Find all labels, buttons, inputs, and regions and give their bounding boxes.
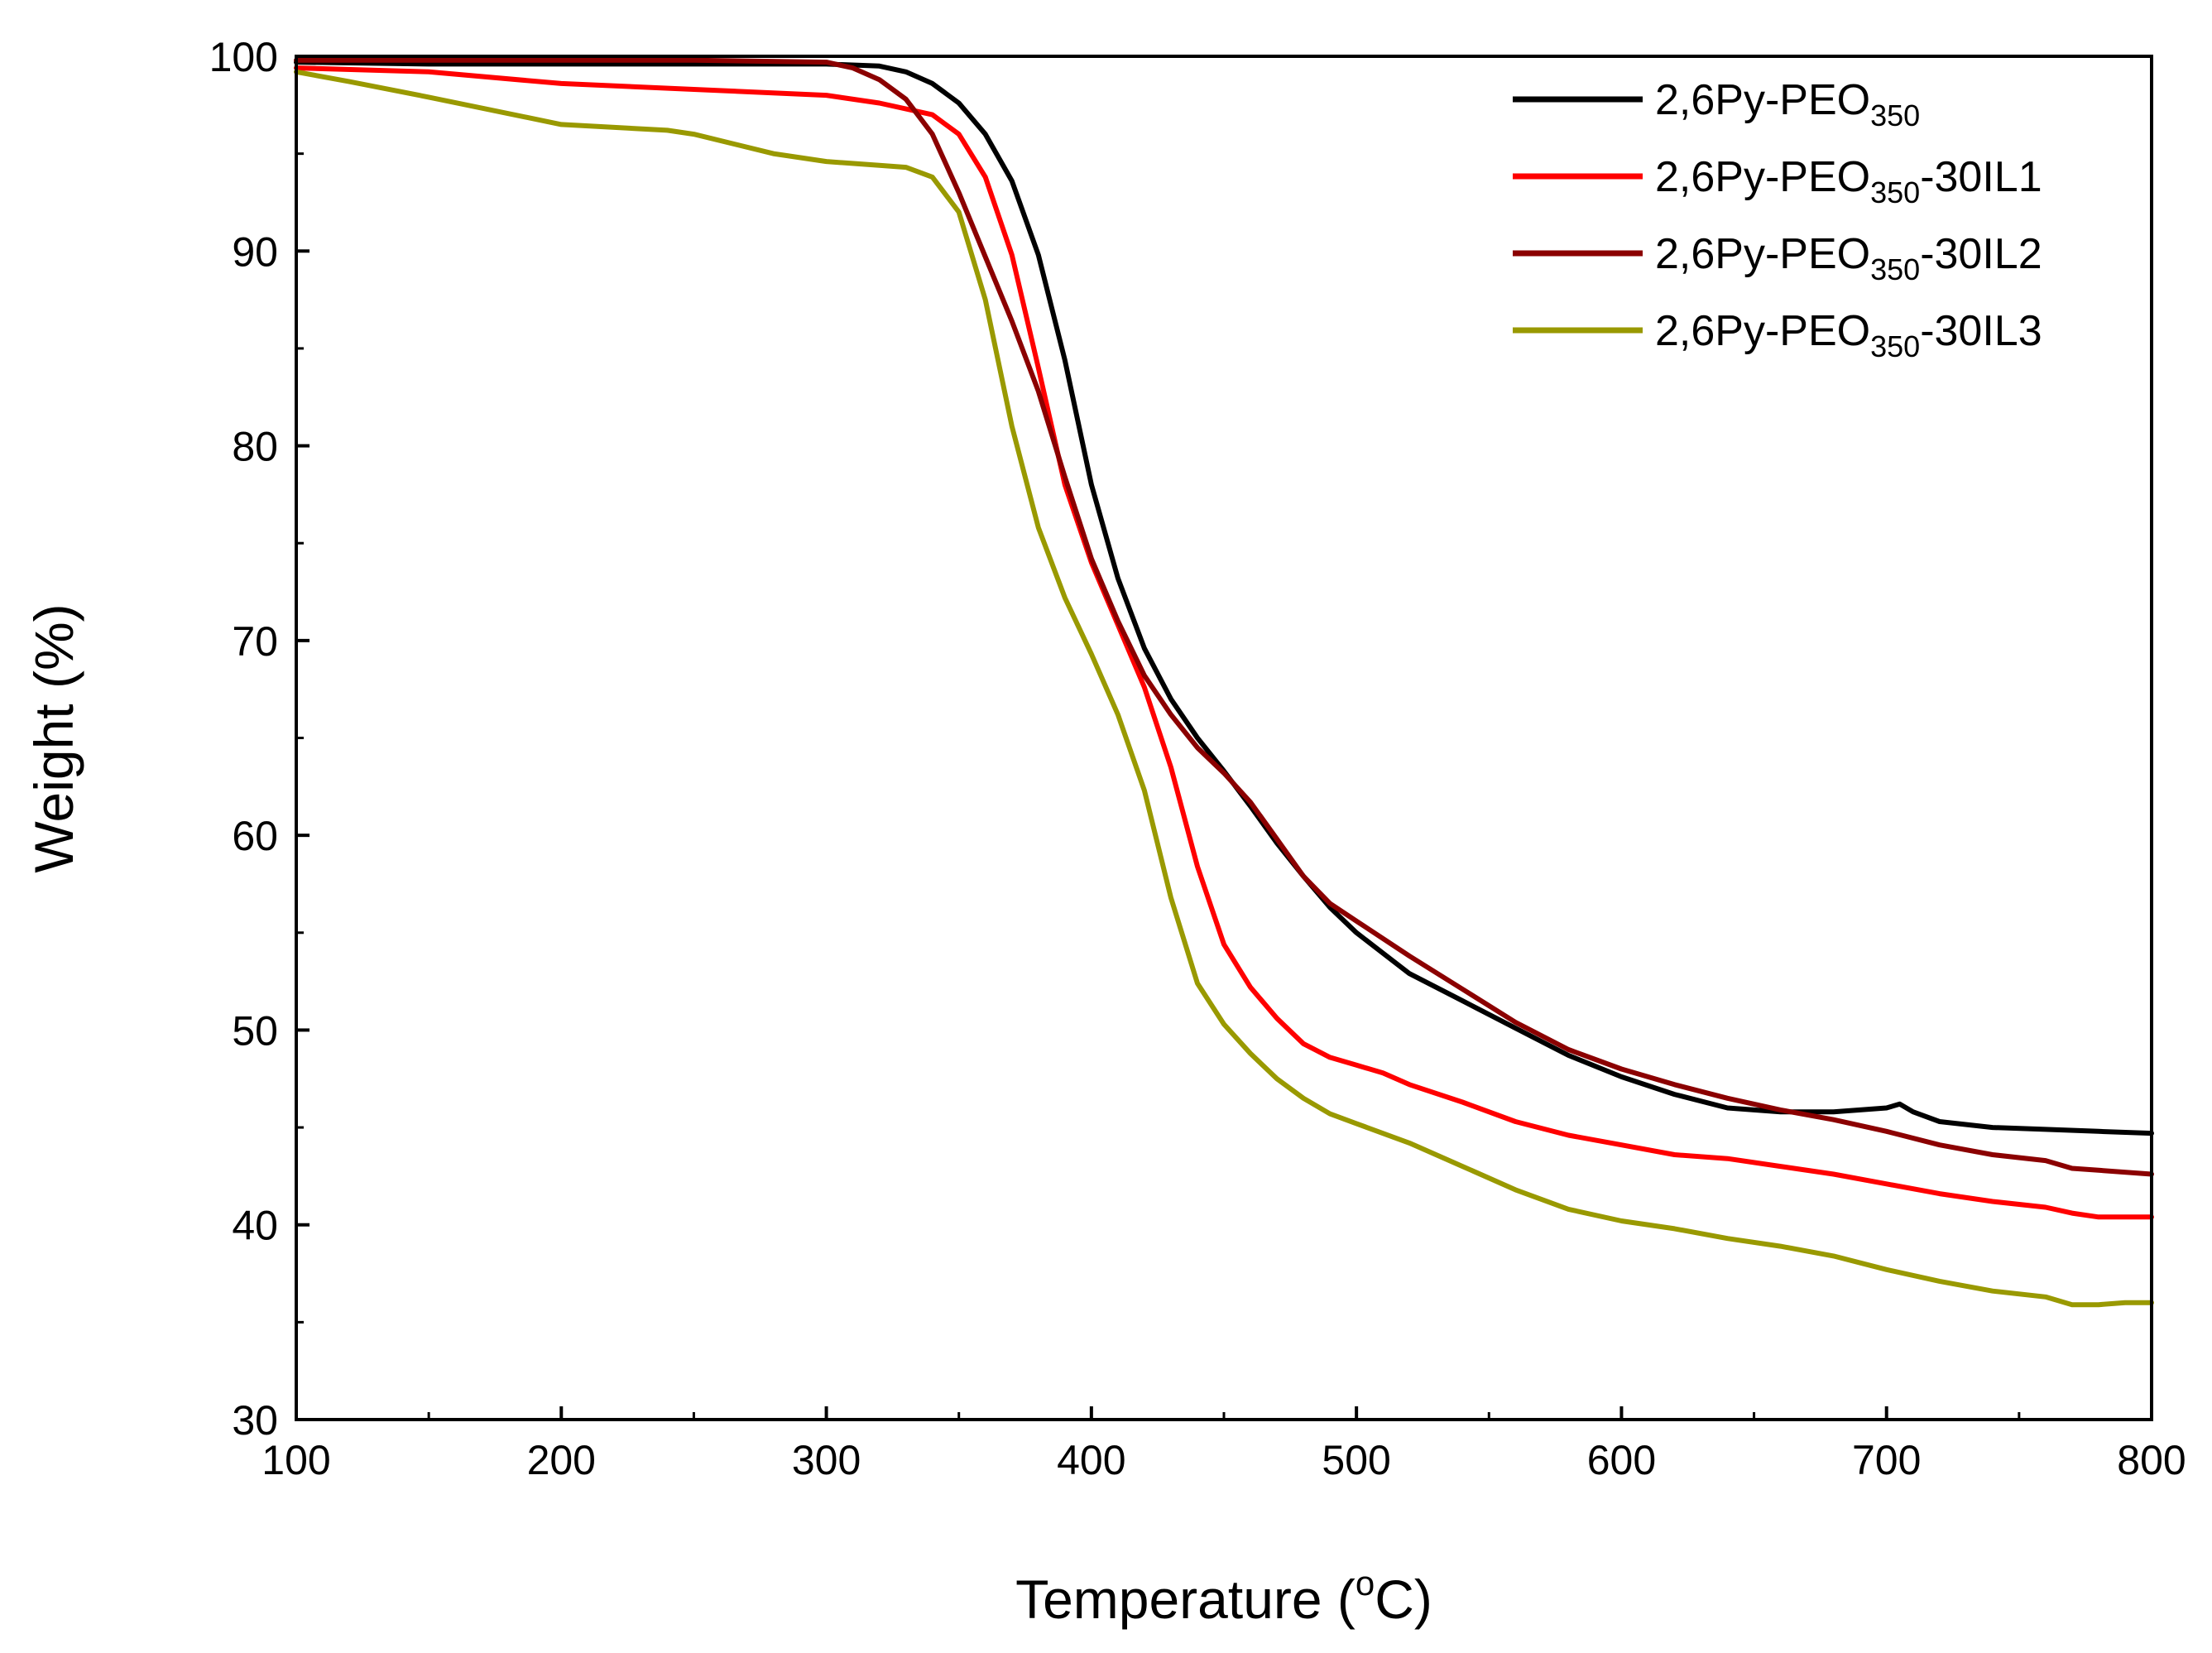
y-tick-label: 50	[232, 1007, 278, 1054]
y-tick-label: 100	[209, 34, 278, 80]
y-tick-label: 40	[232, 1203, 278, 1249]
y-tick-label: 90	[232, 228, 278, 275]
legend-label-2: 2,6Py-PEO350-30IL1	[1655, 153, 2042, 209]
legend-label-1: 2,6Py-PEO350	[1655, 76, 1920, 132]
x-tick-label: 300	[792, 1437, 861, 1483]
x-tick-label: 200	[527, 1437, 596, 1483]
y-tick-label: 70	[232, 618, 278, 665]
x-tick-label: 100	[262, 1437, 330, 1483]
y-tick-label: 80	[232, 424, 278, 470]
x-tick-label: 500	[1322, 1437, 1390, 1483]
series-line-2	[294, 65, 2154, 1220]
axis-ticks: 100 200 300 400 500 600 700 800 30 40 50 60 70 80 90 10…	[209, 34, 2186, 1483]
x-tick-label: 800	[2117, 1437, 2186, 1483]
y-tick-label: 30	[232, 1397, 278, 1444]
series-line-3	[294, 57, 2154, 1177]
x-tick-label: 400	[1057, 1437, 1125, 1483]
x-tick-label: 700	[1852, 1437, 1921, 1483]
y-tick-label: 60	[232, 813, 278, 859]
series-line-4	[294, 69, 2154, 1308]
x-tick-label: 600	[1587, 1437, 1656, 1483]
legend: 2,6Py-PEO350 2,6Py-PEO350-30IL1 2,6Py-PEO3…	[1513, 76, 2042, 363]
legend-label-4: 2,6Py-PEO350-30IL3	[1655, 307, 2042, 363]
legend-label-3: 2,6Py-PEO350-30IL2	[1655, 230, 2042, 286]
series-layer	[294, 57, 2154, 1308]
y-axis-title: Weight (%)	[23, 603, 84, 872]
series-line-1	[294, 60, 2154, 1136]
x-axis-title: Temperature (oC)	[1015, 1564, 1432, 1630]
